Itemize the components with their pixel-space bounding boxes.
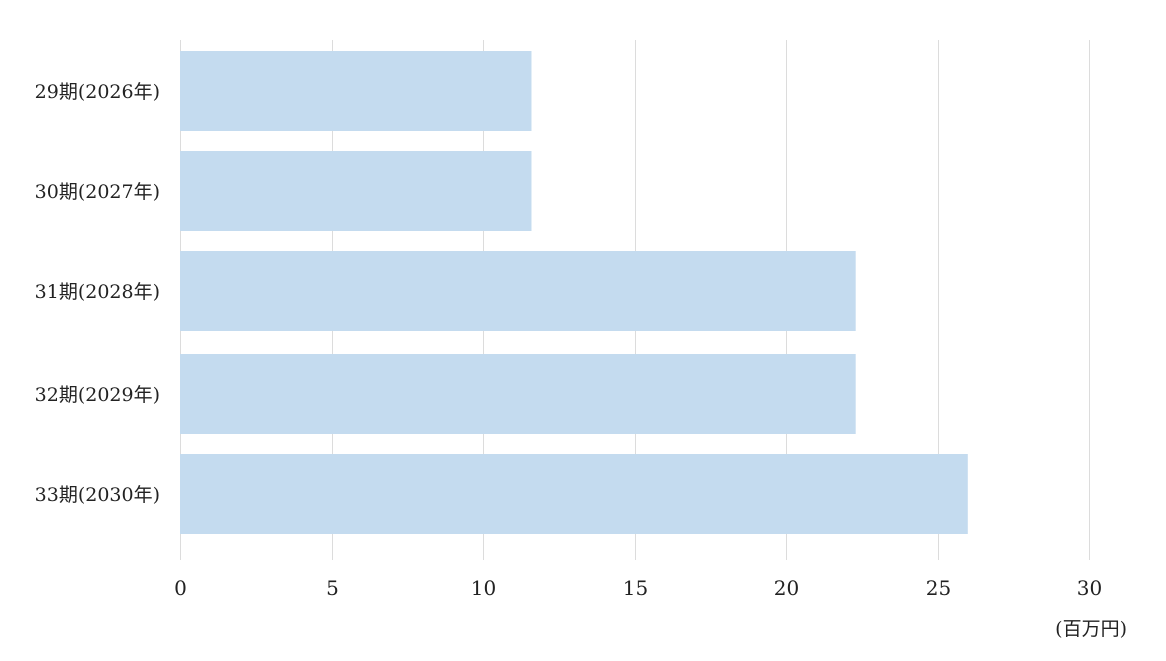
x-tick-label: 25 [926,576,951,600]
x-tick-label: 10 [471,576,496,600]
category-label: 29期(2026年) [35,81,160,103]
x-tick-label: 0 [174,576,187,600]
category-labels: 29期(2026年) 30期(2027年) 31期(2028年) 32期(2029年)… [35,81,160,506]
category-label: 30期(2027年) [35,181,160,203]
x-tick-label: 30 [1077,576,1102,600]
x-tick-label: 5 [326,576,339,600]
category-label: 32期(2029年) [35,384,160,406]
bar [180,454,968,534]
x-unit-label: (百万円) [1055,618,1127,640]
x-tick-label: 15 [623,576,648,600]
bars [180,51,968,534]
bar [180,51,532,131]
x-tick-labels: 0 5 10 15 20 25 30 [174,576,1102,600]
x-tick-label: 20 [774,576,799,600]
bar [180,151,532,231]
category-label: 31期(2028年) [35,281,160,303]
bar [180,354,856,434]
bar [180,251,856,331]
category-label: 33期(2030年) [35,484,160,506]
